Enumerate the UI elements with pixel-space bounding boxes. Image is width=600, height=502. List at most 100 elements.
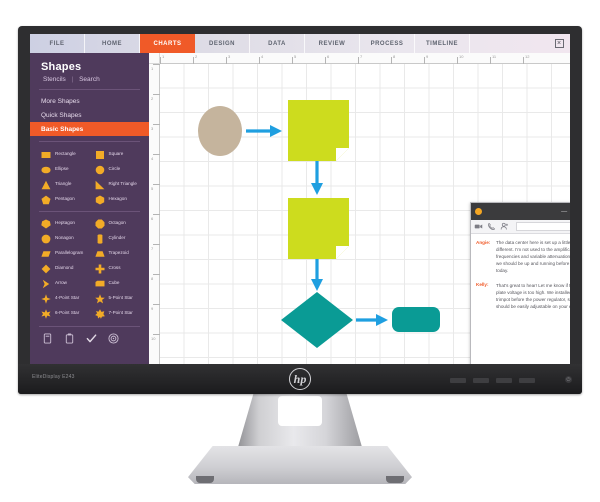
monitor-screen-bezel: FILE HOME CHARTS DESIGN DATA REVIEW PROC… bbox=[30, 34, 570, 364]
menu-tab-data[interactable]: DATA bbox=[250, 34, 305, 53]
shape-item-6-point-star[interactable]: 6-Point Star bbox=[36, 306, 90, 321]
menu-tab-home[interactable]: HOME bbox=[85, 34, 140, 53]
shape-item-arrow[interactable]: Arrow bbox=[36, 276, 90, 291]
ruler-top-num-7: 7 bbox=[360, 54, 363, 59]
shape-item-nonagon[interactable]: Nonagon bbox=[36, 231, 90, 246]
sidebar-item-more-shapes[interactable]: More Shapes bbox=[41, 97, 80, 105]
check-icon[interactable] bbox=[86, 333, 97, 344]
ruler-top-num-1: 1 bbox=[162, 54, 165, 59]
shape-item-hexagon[interactable]: Hexagon bbox=[90, 192, 144, 207]
osd-button-4[interactable] bbox=[519, 378, 535, 383]
sidebar-item-quick-shapes[interactable]: Quick Shapes bbox=[41, 111, 82, 119]
phone-icon[interactable] bbox=[487, 222, 496, 231]
octagon-icon bbox=[95, 219, 104, 228]
target-icon[interactable] bbox=[108, 333, 119, 344]
square-icon bbox=[95, 150, 104, 159]
ruler-left-num-4: 4 bbox=[151, 156, 154, 161]
osd-button-1[interactable] bbox=[450, 378, 466, 383]
shape-start-ellipse[interactable] bbox=[198, 106, 242, 156]
shape-item-4-point-star[interactable]: 4-Point Star bbox=[36, 291, 90, 306]
ruler-left-num-9: 9 bbox=[151, 306, 154, 311]
shape-item-pentagon[interactable]: Pentagon bbox=[36, 192, 90, 207]
arrow-icon bbox=[42, 279, 50, 288]
minimize-icon[interactable]: — bbox=[561, 208, 568, 215]
shape-item-right-triangle[interactable]: Right Triangle bbox=[90, 177, 144, 192]
menu-bar: FILE HOME CHARTS DESIGN DATA REVIEW PROC… bbox=[30, 34, 570, 53]
shape-item-square[interactable]: Square bbox=[90, 147, 144, 162]
osd-button-3[interactable] bbox=[496, 378, 512, 383]
shape-item-octagon[interactable]: Octagon bbox=[90, 216, 144, 231]
application-screen: FILE HOME CHARTS DESIGN DATA REVIEW PROC… bbox=[30, 34, 570, 364]
monitor-frame: FILE HOME CHARTS DESIGN DATA REVIEW PROC… bbox=[18, 26, 582, 394]
menu-tab-process[interactable]: PROCESS bbox=[360, 34, 415, 53]
shape-item-triangle[interactable]: Triangle bbox=[36, 177, 90, 192]
ruler-top-num-2: 2 bbox=[195, 54, 198, 59]
star-6-icon bbox=[41, 308, 51, 319]
chat-message-list[interactable]: Angie: The data center here is set up a … bbox=[471, 234, 570, 364]
chat-message-sender: Kelly: bbox=[476, 282, 489, 288]
chat-titlebar[interactable]: — ⤢ ✕ bbox=[471, 203, 570, 220]
menu-spacer bbox=[470, 34, 548, 53]
ruler-corner bbox=[149, 53, 160, 64]
menu-tab-file[interactable]: FILE bbox=[30, 34, 85, 53]
close-window-button[interactable]: × bbox=[548, 34, 570, 53]
shape-item-heptagon[interactable]: Heptagon bbox=[36, 216, 90, 231]
shape-item-5-point-star[interactable]: 5-Point Star bbox=[90, 291, 144, 306]
menu-tab-review[interactable]: REVIEW bbox=[305, 34, 360, 53]
osd-button-2[interactable] bbox=[473, 378, 489, 383]
shape-item-parallelogram[interactable]: Parallelogram bbox=[36, 246, 90, 261]
shape-item-trapezoid[interactable]: Trapezoid bbox=[90, 246, 144, 261]
shape-end-rounded-rect[interactable] bbox=[392, 307, 440, 332]
avatar bbox=[475, 208, 482, 215]
sidebar-tab-separator: | bbox=[71, 76, 74, 83]
ruler-top-num-4: 4 bbox=[261, 54, 264, 59]
close-icon: × bbox=[554, 39, 564, 48]
copy-icon[interactable] bbox=[42, 333, 53, 344]
shape-item-cylinder[interactable]: Cylinder bbox=[90, 231, 144, 246]
ruler-top-num-6: 6 bbox=[327, 54, 330, 59]
connector-4[interactable] bbox=[356, 314, 388, 326]
horizontal-ruler[interactable]: 1 2 3 4 5 6 7 8 9 bbox=[160, 53, 570, 64]
connector-1[interactable] bbox=[246, 125, 282, 137]
cross-icon bbox=[95, 264, 104, 273]
chat-dropdown[interactable]: ▾ bbox=[516, 222, 570, 231]
paste-icon[interactable] bbox=[64, 333, 75, 344]
ruler-top-num-8: 8 bbox=[393, 54, 396, 59]
sidebar-title: Shapes bbox=[41, 61, 82, 73]
chat-message-text: That's great to hear! Let me know if the… bbox=[496, 282, 570, 309]
add-user-icon[interactable] bbox=[500, 222, 509, 231]
shape-item-circle[interactable]: Circle bbox=[90, 162, 144, 177]
shape-item-cross[interactable]: Cross bbox=[90, 261, 144, 276]
power-button[interactable]: ⏻ bbox=[565, 376, 572, 383]
sidebar-item-basic-shapes[interactable]: Basic Shapes bbox=[30, 122, 149, 136]
menu-tab-timeline[interactable]: TIMELINE bbox=[415, 34, 470, 53]
sidebar-tab-search[interactable]: Search bbox=[79, 76, 100, 83]
shape-decision-diamond[interactable] bbox=[281, 292, 353, 348]
video-icon[interactable] bbox=[474, 222, 483, 231]
ruler-left-num-5: 5 bbox=[151, 186, 154, 191]
shape-document-node-2[interactable] bbox=[288, 198, 349, 259]
vertical-ruler[interactable]: 1 2 3 4 5 6 7 8 9 bbox=[149, 64, 160, 364]
sidebar-divider-2 bbox=[39, 141, 140, 142]
shape-item-7-point-star[interactable]: 7-Point Star bbox=[90, 306, 144, 321]
shape-item-ellipse[interactable]: Ellipse bbox=[36, 162, 90, 177]
shape-item-diamond[interactable]: Diamond bbox=[36, 261, 90, 276]
star-7-icon bbox=[94, 308, 105, 319]
menu-tab-design[interactable]: DESIGN bbox=[195, 34, 250, 53]
connector-3[interactable] bbox=[311, 259, 323, 291]
ellipse-icon bbox=[41, 166, 51, 173]
menu-tab-charts[interactable]: CHARTS bbox=[140, 34, 195, 53]
sidebar-tab-stencils[interactable]: Stencils bbox=[43, 76, 66, 83]
circle-icon bbox=[95, 165, 104, 174]
shape-document-node-1[interactable] bbox=[288, 100, 349, 161]
shape-document-node-2-fold bbox=[336, 246, 349, 259]
stand-foot-left bbox=[196, 476, 214, 483]
sidebar-divider-1 bbox=[39, 89, 140, 90]
shape-grid-basic: Rectangle Square Ellipse Circle bbox=[30, 147, 149, 207]
shape-item-rectangle[interactable]: Rectangle bbox=[36, 147, 90, 162]
connector-2[interactable] bbox=[311, 161, 323, 195]
ruler-left-num-6: 6 bbox=[151, 216, 154, 221]
ruler-left-num-2: 2 bbox=[151, 96, 154, 101]
shape-item-cube[interactable]: Cube bbox=[90, 276, 144, 291]
ruler-left-num-1: 1 bbox=[151, 66, 154, 71]
